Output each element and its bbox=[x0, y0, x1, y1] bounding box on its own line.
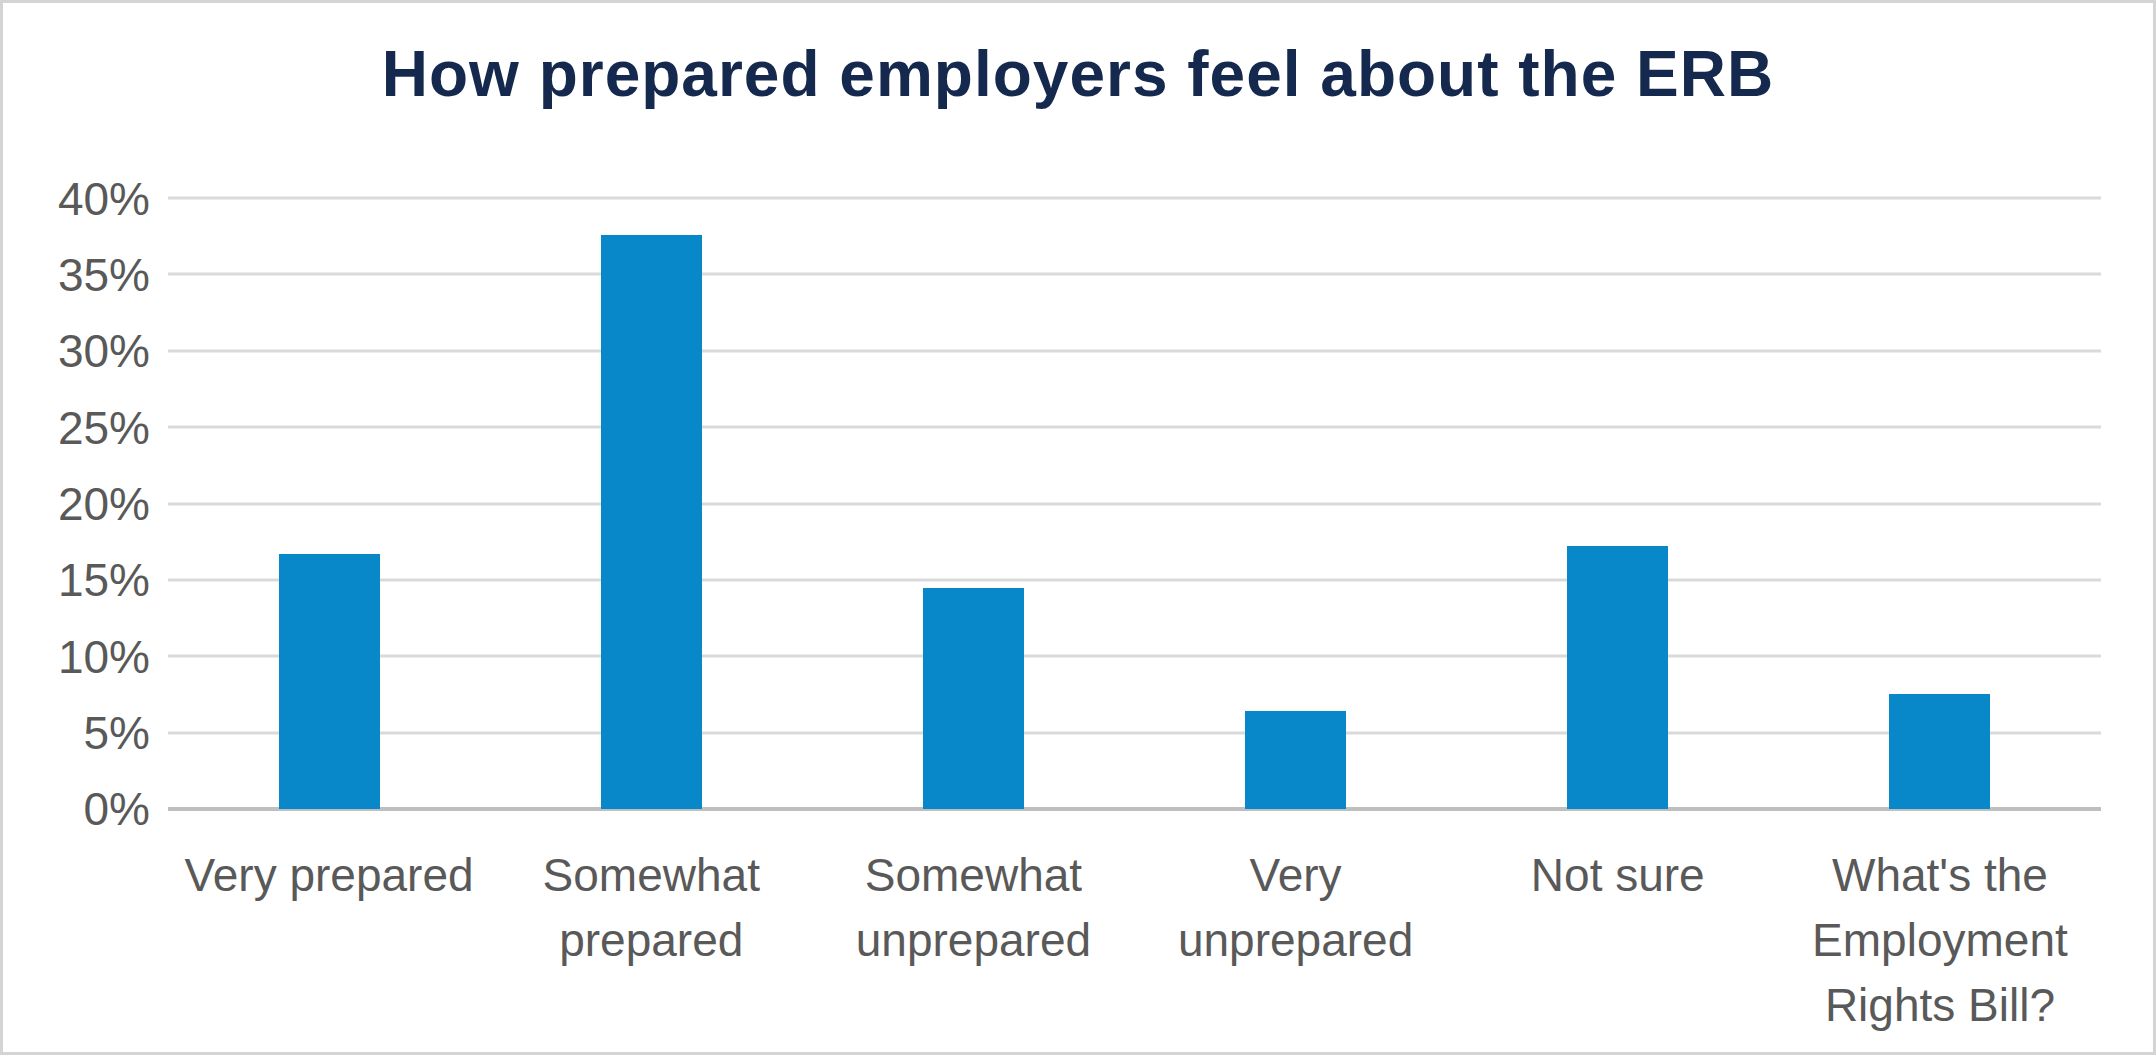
label-line: What's the bbox=[1779, 843, 2101, 908]
label-line: unprepared bbox=[812, 908, 1134, 973]
y-axis-tick-label: 40% bbox=[58, 171, 150, 225]
bar-somewhat-prepared bbox=[601, 235, 702, 809]
label-line: Not sure bbox=[1457, 843, 1779, 908]
y-axis-tick-label: 15% bbox=[58, 553, 150, 607]
bar-very-prepared bbox=[279, 554, 380, 809]
chart-title: How prepared employers feel about the ER… bbox=[3, 37, 2153, 111]
label-line: prepared bbox=[490, 908, 812, 973]
bar-slot bbox=[1457, 198, 1779, 809]
chart-frame: How prepared employers feel about the ER… bbox=[0, 0, 2156, 1055]
y-axis-tick-label: 5% bbox=[84, 706, 150, 760]
bar-somewhat-unprepared bbox=[923, 588, 1024, 809]
label-line: Very bbox=[1135, 843, 1457, 908]
bar-slot bbox=[1135, 198, 1457, 809]
y-axis-tick-label: 30% bbox=[58, 324, 150, 378]
bar-very-unprepared bbox=[1245, 711, 1346, 809]
bar-not-sure bbox=[1567, 546, 1668, 809]
label-line: Rights Bill? bbox=[1779, 973, 2101, 1038]
x-axis-category-label: Very prepared bbox=[168, 843, 490, 1038]
y-axis-tick-label: 20% bbox=[58, 477, 150, 531]
x-axis-category-label: What's the Employment Rights Bill? bbox=[1779, 843, 2101, 1038]
bar-whats-the-erb bbox=[1889, 694, 1990, 809]
label-line: unprepared bbox=[1135, 908, 1457, 973]
x-axis-labels: Very prepared Somewhat prepared Somewhat… bbox=[168, 843, 2101, 1038]
bar-slot bbox=[1779, 198, 2101, 809]
y-axis-tick-label: 25% bbox=[58, 400, 150, 454]
label-line: Employment bbox=[1779, 908, 2101, 973]
plot-area: 40% 35% 30% 25% 20% 15% 10% 5% 0% bbox=[168, 198, 2101, 809]
bar-slot bbox=[812, 198, 1134, 809]
bars-container bbox=[168, 198, 2101, 809]
x-axis-category-label: Not sure bbox=[1457, 843, 1779, 1038]
y-axis-tick-label: 35% bbox=[58, 247, 150, 301]
y-axis-tick-label: 10% bbox=[58, 629, 150, 683]
bar-slot bbox=[168, 198, 490, 809]
label-line: Very prepared bbox=[168, 843, 490, 908]
x-axis-category-label: Somewhat unprepared bbox=[812, 843, 1134, 1038]
label-line: Somewhat bbox=[490, 843, 812, 908]
x-axis-category-label: Very unprepared bbox=[1135, 843, 1457, 1038]
label-line: Somewhat bbox=[812, 843, 1134, 908]
y-axis-tick-label: 0% bbox=[84, 782, 150, 836]
x-axis-category-label: Somewhat prepared bbox=[490, 843, 812, 1038]
bar-slot bbox=[490, 198, 812, 809]
